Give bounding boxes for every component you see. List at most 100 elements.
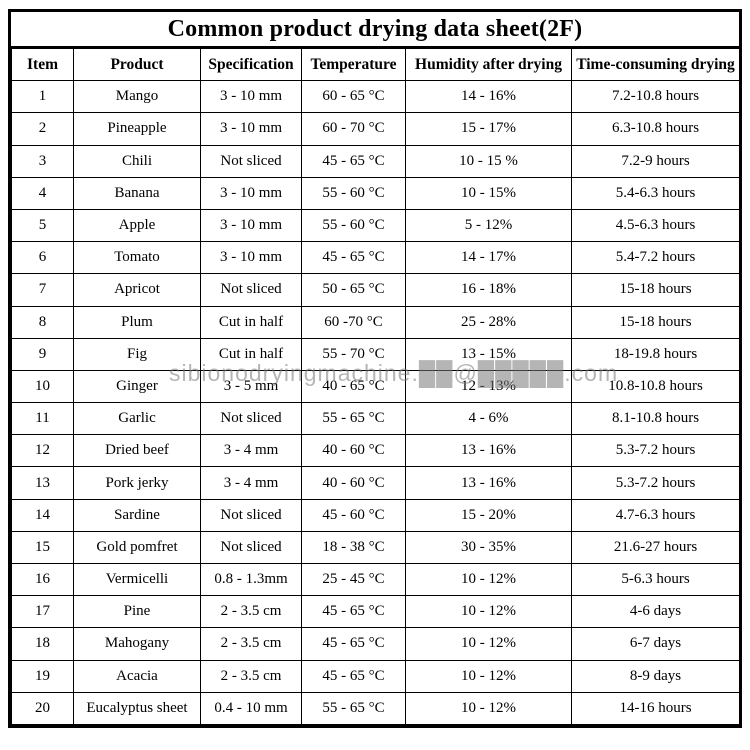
table-cell: 15-18 hours	[571, 273, 740, 307]
table-cell: 10 - 12%	[405, 627, 572, 661]
table-cell: 8.1-10.8 hours	[571, 402, 740, 436]
table-cell: Dried beef	[73, 434, 201, 468]
table-cell: 0.8 - 1.3mm	[200, 562, 302, 597]
column-header: Temperature	[301, 47, 406, 82]
table-cell: 4 - 6%	[405, 402, 572, 436]
table-cell: 6	[11, 241, 74, 275]
table-cell: 6-7 days	[571, 627, 740, 661]
table-cell: 1	[11, 80, 74, 114]
table-cell: 14	[11, 498, 74, 532]
table-cell: 14 - 16%	[405, 80, 572, 114]
table-cell: 16	[11, 562, 74, 597]
table-cell: 17	[11, 595, 74, 629]
table-cell: Sardine	[73, 498, 201, 532]
table-cell: 45 - 65 °C	[301, 241, 406, 275]
table-cell: 19	[11, 659, 74, 693]
drying-data-table: Item Product Specification Temperature Humid…	[11, 47, 740, 725]
table-cell: Not sliced	[200, 530, 302, 565]
table-cell: 3 - 4 mm	[200, 434, 302, 468]
table-cell: Not sliced	[200, 402, 302, 436]
table-cell: 2	[11, 112, 74, 146]
table-row: 3 Chili Not sliced 45 - 65 °C 10 - 15 % 7.2-9…	[11, 144, 740, 178]
table-cell: 5.4-7.2 hours	[571, 241, 740, 275]
table-cell: Cut in half	[200, 305, 302, 339]
table-cell: 18-19.8 hours	[571, 337, 740, 371]
table-cell: 9	[11, 337, 74, 371]
table-cell: 14 - 17%	[405, 241, 572, 275]
table-cell: 13 - 16%	[405, 434, 572, 468]
table-cell: 15 - 17%	[405, 112, 572, 146]
table-cell: 7.2-10.8 hours	[571, 80, 740, 114]
table-row: 2 Pineapple 3 - 10 mm 60 - 70 °C 15 - 17% 6.3…	[11, 112, 740, 146]
table-row: 10 Ginger 3 - 5 mm 40 - 65 °C 12 - 13% 10.8-1…	[11, 369, 740, 404]
table-cell: Pineapple	[73, 112, 201, 146]
table-cell: 60 -70 °C	[301, 305, 406, 339]
table-cell: 40 - 65 °C	[301, 369, 406, 404]
column-header: Time-consuming drying	[571, 47, 740, 82]
table-cell: 16 - 18%	[405, 273, 572, 307]
table-cell: 10 - 15 %	[405, 144, 572, 178]
table-cell: 5	[11, 208, 74, 243]
table-cell: Ginger	[73, 369, 201, 404]
table-row: 5 Apple 3 - 10 mm 55 - 60 °C 5 - 12% 4.5-6.3 …	[11, 208, 740, 243]
table-cell: Mahogany	[73, 627, 201, 661]
table-row: 17 Pine 2 - 3.5 cm 45 - 65 °C 10 - 12% 4-6 da…	[11, 595, 740, 629]
table-cell: 4.7-6.3 hours	[571, 498, 740, 532]
table-cell: 21.6-27 hours	[571, 530, 740, 565]
table-row: 11 Garlic Not sliced 55 - 65 °C 4 - 6% 8.1-10…	[11, 402, 740, 436]
sheet-title: Common product drying data sheet(2F)	[11, 12, 739, 48]
table-cell: 45 - 65 °C	[301, 595, 406, 629]
table-cell: 15 - 20%	[405, 498, 572, 532]
table-cell: 5 - 12%	[405, 208, 572, 243]
table-cell: 40 - 60 °C	[301, 434, 406, 468]
table-cell: 3	[11, 144, 74, 178]
table-cell: Cut in half	[200, 337, 302, 371]
table-cell: Mango	[73, 80, 201, 114]
table-row: 8 Plum Cut in half 60 -70 °C 25 - 28% 15-18 h…	[11, 305, 740, 339]
table-cell: 3 - 5 mm	[200, 369, 302, 404]
table-cell: 3 - 10 mm	[200, 241, 302, 275]
table-header: Item Product Specification Temperature Humid…	[11, 47, 740, 82]
table-row: 16 Vermicelli 0.8 - 1.3mm 25 - 45 °C 10 - 12…	[11, 562, 740, 597]
table-cell: 10	[11, 369, 74, 404]
table-cell: Pork jerky	[73, 466, 201, 500]
table-row: 6 Tomato 3 - 10 mm 45 - 65 °C 14 - 17% 5.4-7.…	[11, 241, 740, 275]
table-cell: 15-18 hours	[571, 305, 740, 339]
table-cell: 45 - 65 °C	[301, 627, 406, 661]
table-cell: 8	[11, 305, 74, 339]
table-row: 13 Pork jerky 3 - 4 mm 40 - 60 °C 13 - 16% 5.…	[11, 466, 740, 500]
table-cell: Plum	[73, 305, 201, 339]
table-cell: 10 - 12%	[405, 562, 572, 597]
table-cell: 7.2-9 hours	[571, 144, 740, 178]
table-cell: 2 - 3.5 cm	[200, 627, 302, 661]
column-header: Humidity after drying	[405, 47, 572, 82]
header-row: Item Product Specification Temperature Humid…	[11, 47, 740, 82]
table-row: 4 Banana 3 - 10 mm 55 - 60 °C 10 - 15% 5.4-6.…	[11, 176, 740, 210]
table-cell: 5.3-7.2 hours	[571, 466, 740, 500]
table-cell: Eucalyptus sheet	[73, 691, 201, 725]
table-cell: 4	[11, 176, 74, 210]
table-row: 1 Mango 3 - 10 mm 60 - 65 °C 14 - 16% 7.2-10.…	[11, 80, 740, 114]
table-cell: 10.8-10.8 hours	[571, 369, 740, 404]
table-cell: Not sliced	[200, 273, 302, 307]
drying-data-sheet: Common product drying data sheet(2F) Ite…	[8, 9, 742, 728]
table-cell: 3 - 10 mm	[200, 80, 302, 114]
table-cell: Banana	[73, 176, 201, 210]
table-cell: 18	[11, 627, 74, 661]
table-cell: 20	[11, 691, 74, 725]
table-cell: 5.3-7.2 hours	[571, 434, 740, 468]
table-cell: 3 - 10 mm	[200, 176, 302, 210]
column-header: Product	[73, 47, 201, 82]
table-cell: 55 - 65 °C	[301, 691, 406, 725]
table-cell: 25 - 28%	[405, 305, 572, 339]
table-cell: 60 - 70 °C	[301, 112, 406, 146]
table-cell: Tomato	[73, 241, 201, 275]
table-cell: 18 - 38 °C	[301, 530, 406, 565]
table-cell: 5-6.3 hours	[571, 562, 740, 597]
table-cell: Pine	[73, 595, 201, 629]
table-cell: 13	[11, 466, 74, 500]
table-row: 19 Acacia 2 - 3.5 cm 45 - 65 °C 10 - 12% 8-9 …	[11, 659, 740, 693]
table-cell: 10 - 15%	[405, 176, 572, 210]
table-cell: 11	[11, 402, 74, 436]
table-cell: 40 - 60 °C	[301, 466, 406, 500]
